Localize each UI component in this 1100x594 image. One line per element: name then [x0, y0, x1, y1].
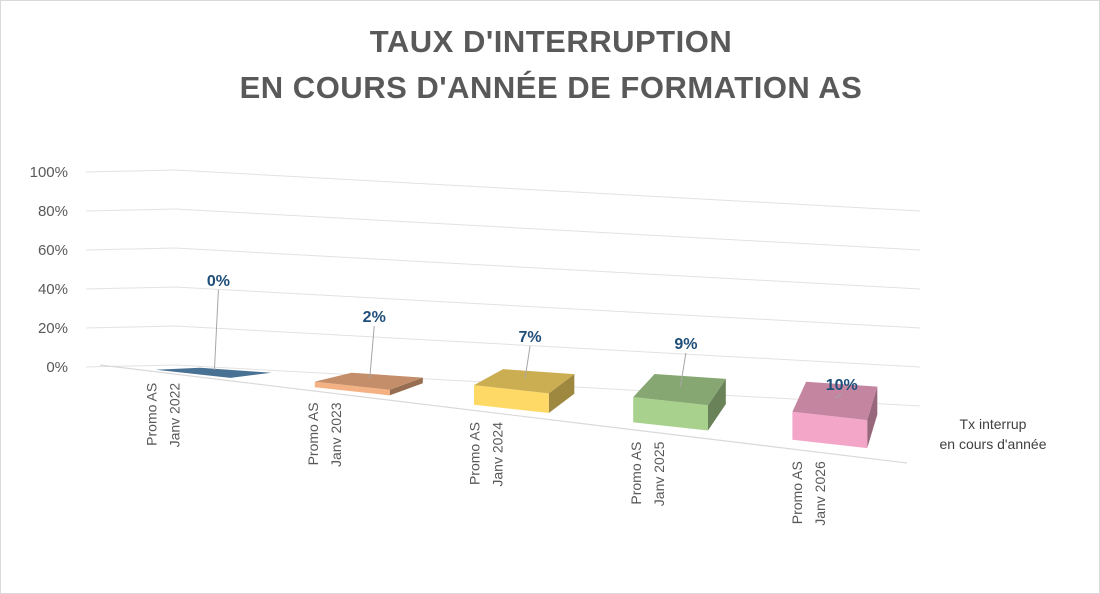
gridline-side	[85, 208, 176, 212]
x-category-label-line: Janv 2025	[651, 441, 667, 506]
bar-front	[474, 385, 549, 413]
y-tick-label: 0%	[46, 359, 68, 376]
x-category-label: Promo AS Janv 2025	[628, 441, 667, 506]
data-label: 7%	[518, 329, 541, 346]
y-tick-label: 100%	[30, 164, 68, 181]
bar-top	[155, 367, 272, 378]
y-tick-label: 60%	[38, 242, 68, 259]
x-category-label-line: Janv 2022	[167, 383, 183, 448]
chart-title-line-1: TAUX D'INTERRUPTION	[369, 24, 733, 59]
bar-front	[314, 381, 390, 396]
x-category-label-line: Janv 2023	[328, 402, 344, 467]
x-category-label: Promo AS Janv 2023	[305, 402, 344, 467]
data-label-leader	[524, 345, 531, 379]
x-category-label-line: Promo AS	[305, 402, 321, 465]
bar-front	[633, 397, 708, 431]
bar-side	[708, 378, 726, 431]
data-label: 10%	[826, 377, 858, 394]
gridline-side	[85, 169, 176, 173]
gridline-back	[174, 169, 921, 212]
y-tick-label: 40%	[38, 281, 68, 298]
bar-side	[389, 377, 423, 396]
data-label: 9%	[674, 336, 697, 353]
x-category-label: Promo AS Janv 2024	[466, 422, 505, 487]
bar-side	[548, 374, 575, 413]
gridline-back	[174, 247, 921, 290]
bar-front	[792, 411, 868, 449]
x-category-label-line: Promo AS	[466, 422, 482, 485]
floor-front-edge	[99, 364, 908, 464]
data-label-leader	[835, 393, 842, 399]
series-axis-label: Tx interrup	[960, 416, 1027, 432]
bar-top	[792, 381, 878, 421]
series-axis-label: en cours d'année	[940, 436, 1047, 452]
data-label-leader	[369, 325, 375, 379]
data-label-leader	[213, 289, 219, 371]
gridline-back	[174, 325, 921, 368]
x-category-label: Promo AS Janv 2026	[789, 461, 828, 526]
data-label-leader	[679, 352, 687, 387]
bar-top	[474, 369, 575, 394]
bar-top	[633, 374, 726, 406]
data-label: 2%	[363, 309, 386, 326]
bar-top	[314, 372, 423, 390]
gridline-side	[85, 364, 176, 368]
y-tick-label: 80%	[38, 203, 68, 220]
gridline-back	[174, 286, 921, 329]
x-category-label-line: Promo AS	[144, 383, 160, 446]
gridline-side	[85, 325, 176, 329]
gridline-side	[85, 247, 176, 251]
gridline-side	[85, 286, 176, 290]
chart-title: TAUX D'INTERRUPTION EN COURS D'ANNÉE DE …	[1, 19, 1100, 111]
x-category-label-line: Janv 2024	[489, 422, 505, 487]
bar-side	[867, 386, 878, 449]
x-category-label-line: Promo AS	[628, 442, 644, 505]
y-tick-label: 20%	[38, 320, 68, 337]
chart-title-line-2: EN COURS D'ANNÉE DE FORMATION AS	[239, 70, 863, 105]
data-label: 0%	[207, 273, 230, 290]
x-category-label: Promo AS Janv 2022	[144, 383, 183, 448]
x-category-label-line: Janv 2026	[812, 461, 828, 526]
x-category-label-line: Promo AS	[789, 461, 805, 524]
gridline-back	[174, 208, 921, 251]
